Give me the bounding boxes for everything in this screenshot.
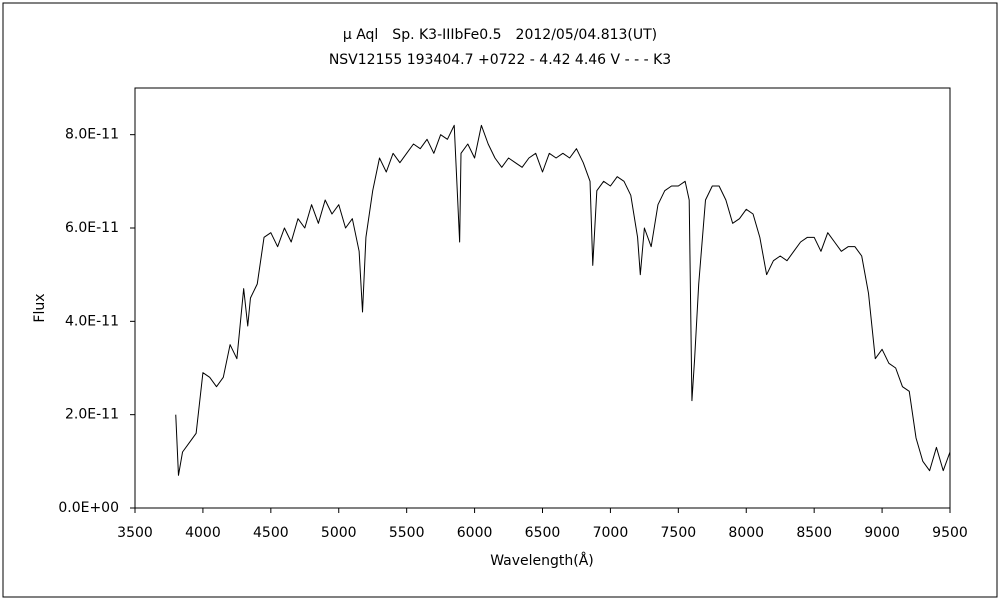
spectrum-line bbox=[175, 124, 951, 476]
y-tick-label: 6.0E-11 bbox=[65, 220, 119, 236]
x-tick-label: 4000 bbox=[185, 525, 221, 541]
x-tick-label: 7500 bbox=[661, 525, 697, 541]
chart-subtitle: NSV12155 193404.7 +0722 - 4.42 4.46 V - … bbox=[329, 52, 671, 68]
x-tick-label: 6000 bbox=[457, 525, 493, 541]
y-tick-label: 2.0E-11 bbox=[65, 407, 119, 423]
x-tick-label: 3500 bbox=[117, 525, 153, 541]
x-tick-label: 9500 bbox=[932, 525, 968, 541]
y-tick-label: 4.0E-11 bbox=[65, 313, 119, 329]
x-tick-label: 8000 bbox=[728, 525, 764, 541]
x-tick-label: 5000 bbox=[321, 525, 357, 541]
chart-title: μ Aql Sp. K3-IIIbFe0.5 2012/05/04.813(UT… bbox=[343, 27, 657, 43]
x-tick-label: 9000 bbox=[864, 525, 900, 541]
x-tick-label: 5500 bbox=[389, 525, 425, 541]
x-tick-label: 7000 bbox=[593, 525, 629, 541]
x-tick-label: 4500 bbox=[253, 525, 289, 541]
x-axis-label: Wavelength(Å) bbox=[490, 552, 594, 569]
y-tick-label: 0.0E+00 bbox=[58, 500, 119, 516]
x-tick-label: 6500 bbox=[525, 525, 561, 541]
y-axis-label: Flux bbox=[32, 293, 48, 322]
x-tick-label: 8500 bbox=[796, 525, 832, 541]
y-tick-label: 8.0E-11 bbox=[65, 127, 119, 143]
